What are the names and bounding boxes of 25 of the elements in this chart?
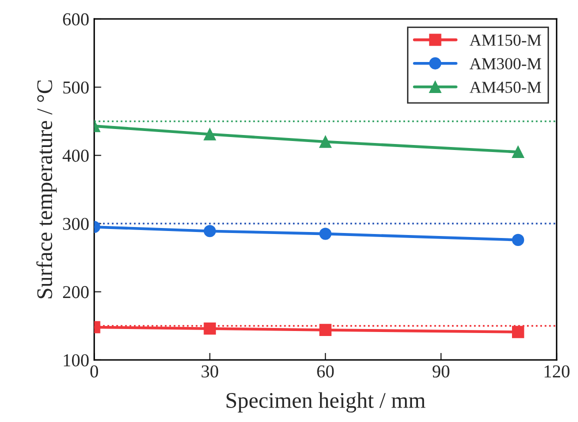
point: [204, 322, 216, 335]
y-tick-label: 400: [62, 150, 89, 162]
y-tick-label: 300: [63, 218, 89, 230]
y-tick-label: 500: [63, 81, 89, 94]
point: [319, 136, 332, 148]
point: [204, 128, 216, 140]
legend-label: AM150-M: [470, 34, 542, 46]
x-tick-label: 30: [202, 365, 218, 378]
legend-label: AM450-M: [470, 82, 542, 93]
x-axis-title: Specimen height / mm: [226, 392, 426, 413]
y-tick-label: 100: [64, 354, 89, 366]
y-tick-label: 200: [63, 286, 89, 298]
point: [512, 234, 524, 246]
x-tick-label: 60: [317, 365, 334, 378]
y-tick-label: 600: [63, 13, 89, 26]
point: [512, 146, 524, 158]
point: [319, 324, 332, 336]
legend-label: AM300-M: [470, 58, 542, 70]
point: [319, 228, 332, 240]
x-tick-label: 90: [432, 365, 450, 378]
y-axis-title: Surface temperature / °C: [36, 80, 57, 298]
point: [204, 225, 216, 238]
x-tick-label: 0: [90, 365, 98, 378]
x-tick-label: 120: [544, 365, 570, 378]
point: [512, 326, 524, 338]
